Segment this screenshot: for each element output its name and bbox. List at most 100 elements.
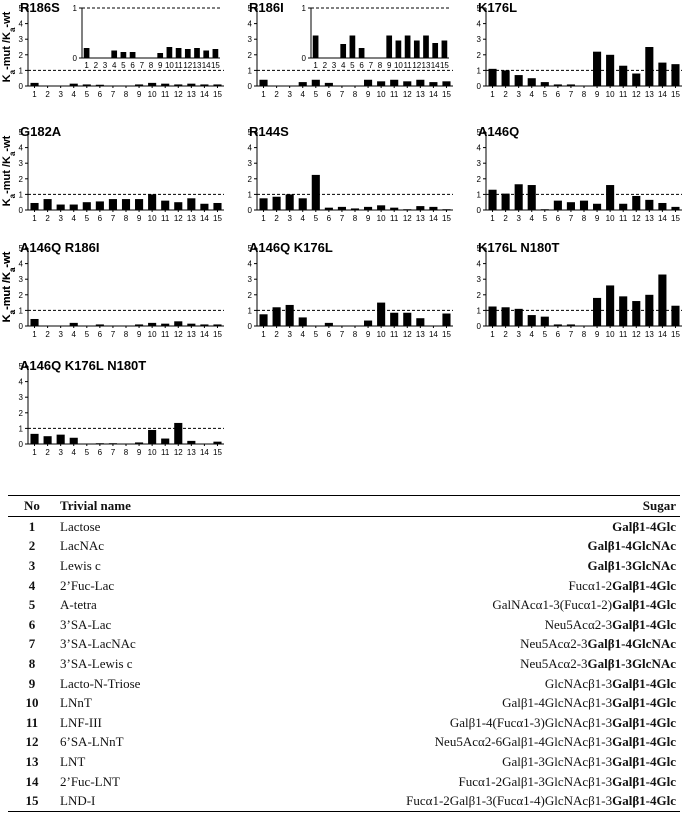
bar-7 [566, 324, 575, 326]
y-tick-label: 0 [248, 82, 253, 91]
bar-15 [442, 81, 451, 86]
bar-3 [56, 204, 65, 210]
bar-13 [645, 47, 654, 86]
sugar-structure: Galβ1-3GlcNAc [264, 556, 680, 576]
x-tick-label: 15 [671, 214, 680, 223]
sugar-structure: Galβ1-4Glc [264, 517, 680, 537]
sugar-structure: GlcNAcβ1-3Galβ1-4Glc [264, 674, 680, 694]
table-row: 2 LacNAc Galβ1-4GlcNAc [8, 537, 680, 557]
y-tick-label: 5 [19, 244, 24, 253]
row-number: 10 [25, 695, 39, 711]
x-tick-label: 5 [543, 330, 548, 339]
trivial-name: 3’SA-Lac [60, 616, 112, 632]
sugar-core: Galβ1-4Glc [612, 753, 676, 769]
x-tick-label: 13 [645, 214, 654, 223]
bar-14 [200, 324, 209, 326]
x-tick-label: 10 [377, 90, 386, 99]
bar-14 [200, 203, 209, 210]
sugar-structure: GalNAcα1-3(Fucα1-2)Galβ1-4Glc [264, 595, 680, 615]
inset-bar-1 [83, 48, 90, 58]
x-tick-label: 1 [32, 90, 37, 99]
x-tick-label: 1 [32, 330, 37, 339]
x-tick-label: 9 [137, 214, 142, 223]
bar-7 [108, 199, 117, 210]
x-tick-label: 4 [72, 90, 77, 99]
bar-13 [416, 318, 425, 326]
x-tick-label: 9 [366, 90, 371, 99]
x-tick-label: 14 [200, 90, 209, 99]
x-tick-label: 3 [58, 214, 63, 223]
y-tick-label: 1 [477, 306, 482, 315]
x-tick-label: 9 [595, 90, 600, 99]
y-tick-label: 5 [477, 4, 482, 13]
row-number: 14 [25, 773, 39, 789]
x-tick-label: 15 [671, 90, 680, 99]
x-tick-label: 7 [340, 330, 345, 339]
inset-bar-1 [312, 35, 319, 58]
x-tick-label: 7 [111, 90, 116, 99]
table-row: 12 6’SA-LNnT Neu5Acα2-6Galβ1-4GlcNAcβ1-3Ga… [8, 733, 680, 753]
bar-13 [187, 323, 196, 326]
x-tick-label: 5 [85, 90, 90, 99]
inset-x-tick-label: 8 [378, 61, 383, 70]
x-tick-label: 1 [261, 90, 266, 99]
bar-2 [272, 307, 281, 326]
x-tick-label: 12 [403, 214, 412, 223]
y-tick-label: 0 [248, 206, 253, 215]
row-number: 3 [28, 557, 36, 573]
table-row: 13 LNT Galβ1-3GlcNAcβ1-3Galβ1-4Glc [8, 752, 680, 772]
trivial-name: LND-I [56, 791, 264, 812]
bar-12 [174, 422, 183, 444]
header-sugar: Sugar [264, 495, 680, 517]
bar-13 [187, 440, 196, 444]
bar-6 [95, 443, 104, 444]
sugar-structure: Galβ1-4GlcNAcβ1-3Galβ1-4Glc [264, 693, 680, 713]
y-tick-label: 0 [477, 322, 482, 331]
bar-9 [364, 79, 373, 86]
inset-x-tick-label: 1 [84, 61, 89, 70]
inset-bar-13 [194, 48, 200, 58]
panel-title: K176L N180T [478, 240, 559, 255]
x-tick-label: 1 [490, 330, 495, 339]
y-tick-label: 2 [477, 175, 482, 184]
x-tick-label: 14 [658, 330, 667, 339]
x-tick-label: 14 [200, 214, 209, 223]
x-tick-label: 15 [213, 90, 222, 99]
bar-12 [403, 209, 412, 210]
row-number: 9 [28, 675, 36, 691]
bar-14 [658, 62, 667, 86]
x-tick-label: 13 [187, 90, 196, 99]
panel-title: A146Q K176L [249, 240, 333, 255]
sugar-core: Galβ1-4Glc [612, 773, 676, 789]
x-tick-label: 6 [327, 90, 332, 99]
x-tick-label: 3 [287, 214, 292, 223]
bar-6 [324, 82, 333, 86]
bar-1 [30, 202, 39, 210]
x-tick-label: 6 [556, 330, 561, 339]
bar-15 [671, 206, 680, 210]
y-tick-label: 3 [477, 159, 482, 168]
sugar-prefix: Fucα1-2 [568, 577, 613, 593]
x-tick-label: 1 [32, 448, 37, 457]
header-no: No [8, 495, 56, 517]
y-tick-label: 5 [19, 4, 24, 13]
sugar-core: Galβ1-4Glc [612, 616, 676, 632]
bar-12 [174, 84, 183, 86]
x-tick-label: 5 [543, 90, 548, 99]
x-tick-label: 10 [606, 330, 615, 339]
x-tick-label: 11 [619, 330, 628, 339]
bar-1 [30, 433, 39, 444]
bar-1 [259, 79, 268, 86]
x-tick-label: 13 [416, 214, 425, 223]
x-tick-label: 11 [161, 330, 170, 339]
x-tick-label: 6 [98, 90, 103, 99]
bar-3 [285, 194, 294, 210]
x-tick-label: 4 [530, 330, 535, 339]
inset-bar-6 [129, 52, 136, 58]
bar-11 [161, 323, 170, 326]
x-tick-label: 10 [148, 90, 157, 99]
inset-x-tick-label: 2 [94, 61, 99, 70]
